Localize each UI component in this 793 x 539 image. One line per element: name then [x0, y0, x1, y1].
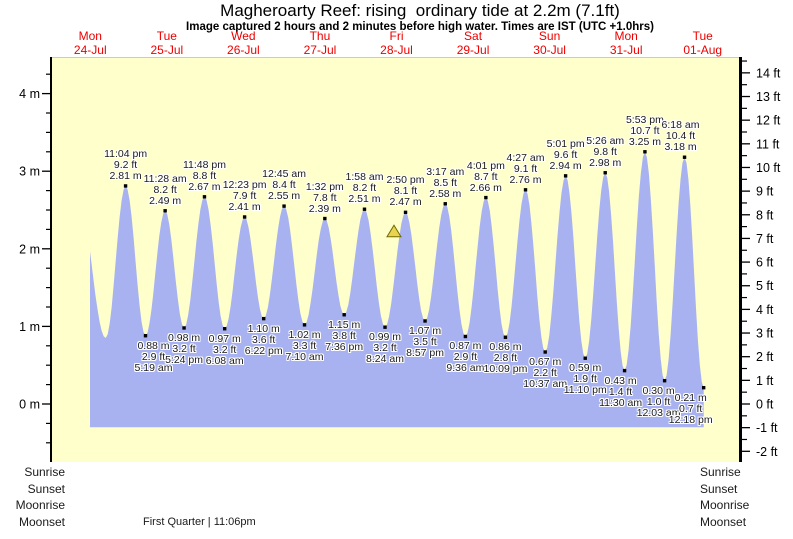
day-label: Mon 24-Jul: [73, 29, 107, 57]
moonrise-label: Moonrise: [15, 498, 65, 512]
low-tide-label: 0.86 m 2.8 ft 10:09 pm: [483, 341, 528, 376]
left-axis-tick-label: 3 m: [19, 165, 40, 179]
right-axis-tick-label: 1 ft: [756, 374, 774, 388]
high-tide-label: 5:53 pm 10.7 ft 3.25 m: [625, 113, 664, 148]
day-label: Tue 25-Jul: [150, 29, 184, 57]
right-axis-tick-label: 0 ft: [756, 398, 774, 412]
right-axis-tick-label: 3 ft: [756, 327, 774, 341]
sunrise-label: Sunrise: [700, 465, 741, 479]
high-tide-label: 12:45 am 8.4 ft 2.55 m: [262, 168, 306, 203]
low-tide-label: 0.88 m 2.9 ft 5:19 am: [134, 339, 173, 374]
right-axis-tick-label: 9 ft: [756, 185, 774, 199]
high-tide-label: 11:48 pm 8.8 ft 2.67 m: [182, 158, 226, 193]
low-tide-label: 0.67 m 2.2 ft 10:37 am: [523, 356, 568, 390]
right-axis-tick-label: 6 ft: [756, 256, 774, 270]
page-title: Magheroarty Reef: rising ordinary tide a…: [220, 1, 620, 20]
high-tide-label: 4:27 am 9.1 ft 2.76 m: [506, 151, 545, 186]
moonrise-label: Moonrise: [700, 498, 750, 512]
page-subtitle: Image captured 2 hours and 2 minutes bef…: [186, 21, 654, 33]
high-tide-label: 1:58 am 8.2 ft 2.51 m: [345, 171, 384, 206]
right-axis-tick-label: 5 ft: [756, 279, 774, 293]
low-tide-label: 0.21 m 0.7 ft 12:18 pm: [668, 391, 713, 426]
day-label: Sun 30-Jul: [533, 29, 566, 57]
low-tide-label: 1.15 m 3.8 ft 7:36 pm: [325, 318, 364, 353]
moon-phase-text: First Quarter | 11:06pm: [143, 516, 256, 528]
day-label: Mon 31-Jul: [609, 29, 643, 57]
right-axis-tick-label: 14 ft: [756, 66, 781, 80]
low-tide-label: 0.99 m 3.2 ft 8:24 am: [366, 331, 404, 366]
right-axis-tick-label: -2 ft: [756, 445, 778, 459]
moonset-label: Moonset: [700, 514, 747, 529]
right-axis-tick-label: 10 ft: [756, 161, 781, 175]
high-tide-label: 12:23 pm 7.9 ft 2.41 m: [222, 178, 267, 213]
sunset-label: Sunset: [700, 481, 738, 496]
low-tide-label: 0.98 m 3.2 ft 5:24 pm: [165, 331, 204, 366]
low-tide-label: 1.07 m 3.5 ft 8:57 pm: [406, 324, 445, 359]
right-axis-spine: [739, 57, 742, 462]
high-tide-label: 1:32 pm 7.8 ft 2.39 m: [305, 180, 344, 215]
day-label: Fri 28-Jul: [380, 29, 413, 57]
right-axis-tick-label: 7 ft: [756, 232, 774, 246]
high-tide-label: 6:18 am 10.4 ft 3.18 m: [661, 119, 700, 154]
right-axis-tick-label: 2 ft: [756, 350, 774, 364]
low-tide-label: 0.87 m 2.9 ft 9:36 am: [446, 340, 485, 375]
high-tide-label: 11:28 am 8.2 ft 2.49 m: [143, 172, 187, 207]
left-axis-tick-label: 1 m: [19, 320, 40, 334]
high-tide-label: 4:01 pm 8.7 ft 2.66 m: [466, 159, 505, 194]
day-label: Tue 01-Aug: [683, 29, 723, 57]
high-tide-label: 5:01 pm 9.6 ft 2.94 m: [546, 137, 585, 172]
high-tide-label: 2:50 pm 8.1 ft 2.47 m: [386, 174, 425, 209]
sun-moon-labels-left: Sunrise Sunset Moonrise Moonset: [0, 464, 65, 530]
left-axis-tick-label: 4 m: [19, 87, 40, 101]
high-tide-label: 5:26 am 9.8 ft 2.98 m: [586, 134, 625, 169]
day-label: Thu 27-Jul: [303, 29, 337, 57]
right-axis-tick-label: 13 ft: [756, 90, 781, 104]
left-axis-tick-label: 2 m: [19, 242, 40, 256]
low-tide-label: 0.30 m 1.0 ft 12:03 am: [636, 384, 681, 419]
sunrise-label: Sunrise: [24, 465, 65, 479]
high-tide-label: 11:04 pm 9.2 ft 2.81 m: [104, 147, 148, 182]
high-tide-label: 3:17 am 8.5 ft 2.58 m: [426, 165, 465, 200]
low-tide-label: 0.97 m 3.2 ft 6:08 am: [205, 332, 244, 367]
right-axis-tick-label: 4 ft: [756, 303, 774, 317]
day-label: Wed 26-Jul: [227, 29, 260, 57]
low-tide-label: 0.43 m 1.4 ft 11:30 am: [599, 374, 643, 409]
day-label: Sat 29-Jul: [456, 29, 490, 57]
low-tide-label: 0.59 m 1.9 ft 11:10 pm: [563, 362, 607, 397]
right-axis-tick-label: 11 ft: [756, 137, 780, 151]
sunset-label: Sunset: [27, 481, 65, 496]
moonset-label: Moonset: [18, 514, 65, 529]
sun-moon-labels-right: Sunrise Sunset Moonrise Moonset: [700, 464, 792, 530]
right-axis-tick-label: 12 ft: [756, 114, 781, 128]
low-tide-label: 1.10 m 3.6 ft 6:22 pm: [244, 322, 283, 357]
right-axis-tick-label: -1 ft: [756, 421, 778, 435]
low-tide-label: 1.02 m 3.3 ft 7:10 am: [285, 328, 324, 363]
right-axis-tick-label: 8 ft: [756, 208, 774, 222]
left-axis-tick-label: 0 m: [19, 398, 40, 412]
